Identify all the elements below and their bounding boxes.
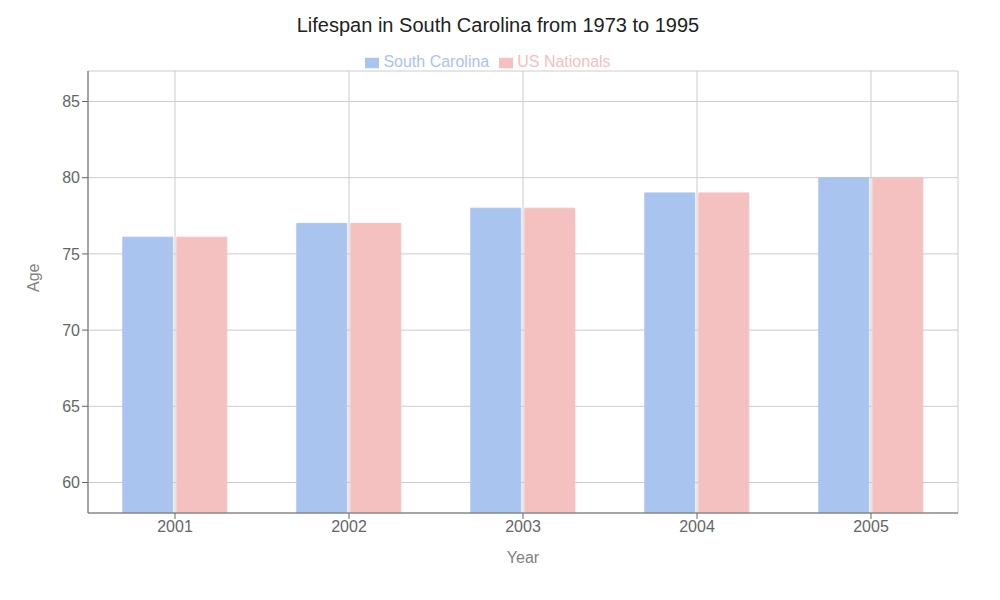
svg-text:80: 80: [62, 169, 80, 186]
html-text:South Carolina: South Carolina: [383, 53, 490, 70]
svg-text:2004: 2004: [679, 518, 715, 535]
svg-text:85: 85: [62, 93, 80, 110]
svg-text:60: 60: [62, 474, 80, 491]
html-text:US Nationals: US Nationals: [517, 53, 611, 70]
svg-text:2005: 2005: [853, 518, 889, 535]
svg-text:2001: 2001: [157, 518, 193, 535]
svg-text:2002: 2002: [331, 518, 367, 535]
svg-text:2003: 2003: [505, 518, 541, 535]
svg-text:70: 70: [62, 322, 80, 339]
svg-text:Year: Year: [507, 549, 540, 566]
svg-text:75: 75: [62, 246, 80, 263]
svg-text:65: 65: [62, 398, 80, 415]
svg-text:Age: Age: [25, 263, 42, 292]
html-text:Lifespan in South Carolina fro: Lifespan in South Carolina from 1973 to …: [296, 14, 700, 36]
